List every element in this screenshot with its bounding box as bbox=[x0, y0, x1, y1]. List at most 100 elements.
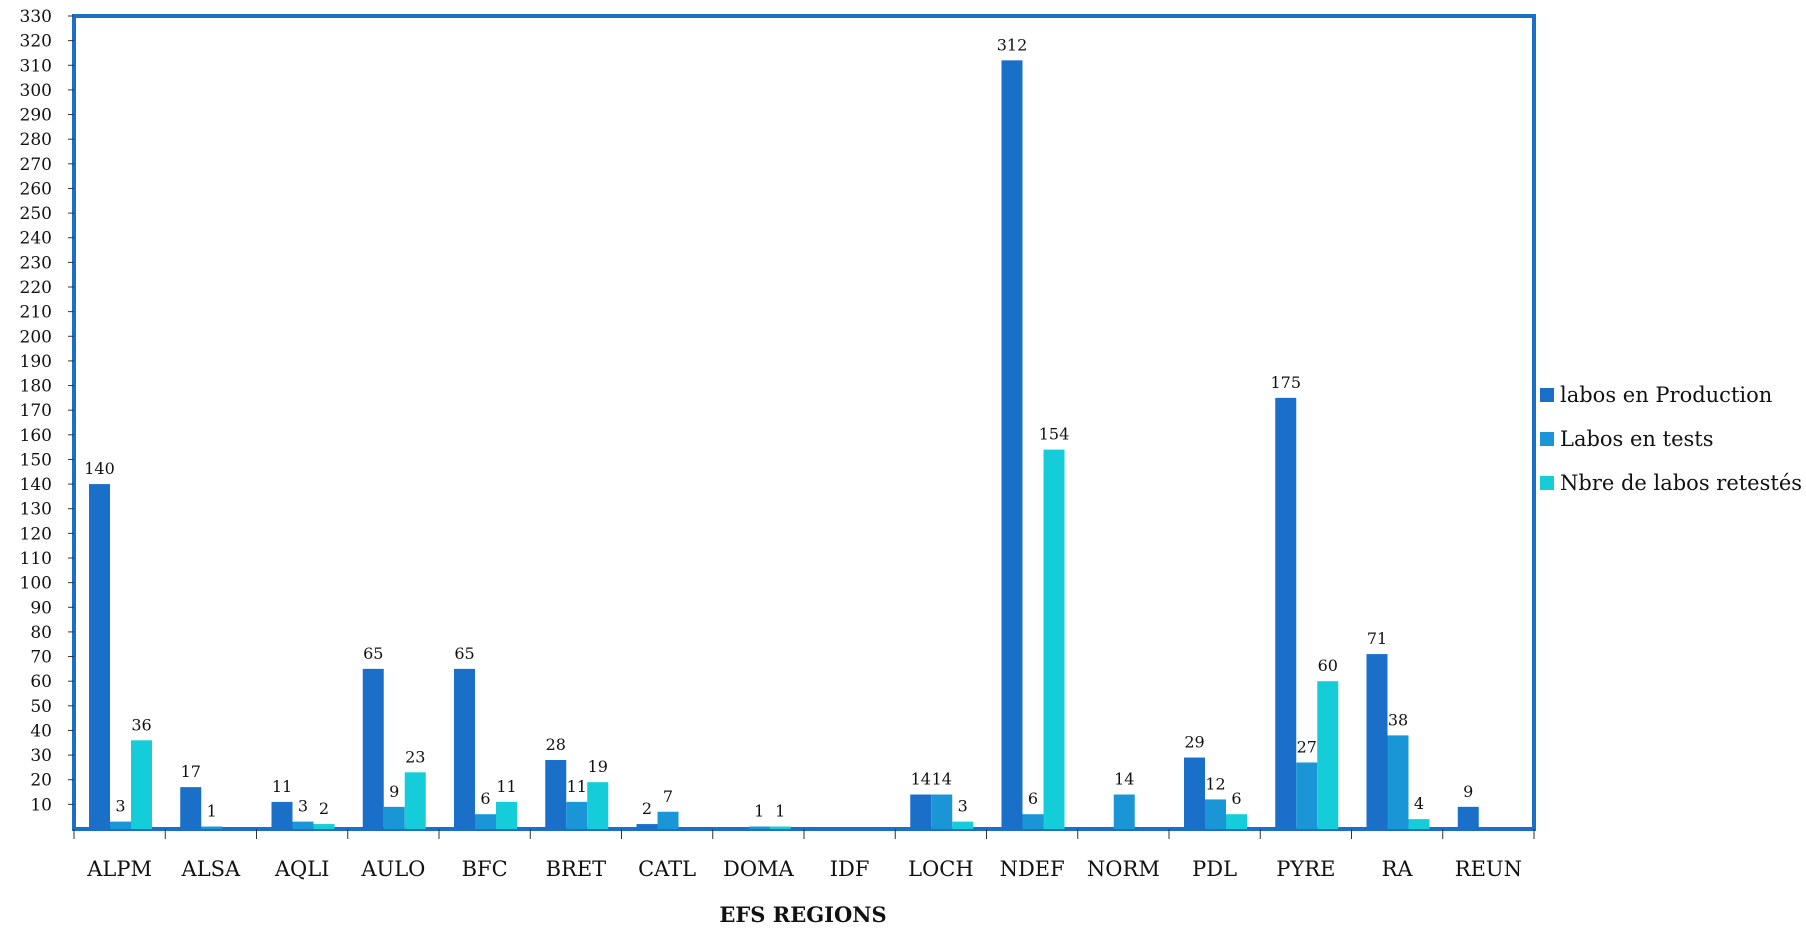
bar-pyre-series-2 bbox=[1296, 762, 1318, 829]
bar-bfc-series-3 bbox=[496, 801, 517, 829]
legend-swatch bbox=[1540, 476, 1554, 490]
bar-aqli-series-1 bbox=[271, 801, 293, 829]
bar-doma-series-3 bbox=[769, 826, 791, 829]
bar-ra-series-2 bbox=[1387, 735, 1409, 829]
bar-reun-series-1 bbox=[1457, 806, 1479, 829]
data-label: 7 bbox=[663, 787, 673, 806]
data-label: 65 bbox=[454, 644, 474, 663]
y-tick-label: 110 bbox=[20, 549, 52, 569]
bar-bret-series-2 bbox=[566, 801, 588, 829]
plot-frame bbox=[72, 14, 1536, 831]
y-tick-label: 330 bbox=[20, 7, 52, 27]
bar-alpm-series-1 bbox=[89, 484, 110, 829]
bar-bfc-series-1 bbox=[454, 668, 475, 829]
data-label: 29 bbox=[1184, 733, 1204, 752]
y-tick-label: 180 bbox=[20, 377, 52, 397]
y-tick-label: 300 bbox=[20, 81, 52, 101]
data-label: 6 bbox=[1231, 789, 1241, 808]
bar-loch-series-2 bbox=[931, 794, 953, 829]
data-label: 71 bbox=[1367, 629, 1387, 648]
data-label: 2 bbox=[642, 799, 652, 818]
data-label: 11 bbox=[496, 777, 516, 796]
bar-aulo-series-3 bbox=[404, 772, 426, 829]
x-category-label: PYRE bbox=[1276, 857, 1335, 881]
bar-loch-series-3 bbox=[952, 821, 974, 829]
y-tick-label: 200 bbox=[20, 327, 52, 347]
data-label: 14 bbox=[932, 770, 952, 789]
data-label: 1 bbox=[775, 802, 785, 821]
data-label: 1 bbox=[207, 802, 217, 821]
y-tick-label: 220 bbox=[20, 278, 52, 298]
y-tick-label: 80 bbox=[30, 623, 52, 643]
data-label: 3 bbox=[298, 797, 308, 816]
x-category-label: NORM bbox=[1087, 857, 1160, 881]
x-category-label: NDEF bbox=[1000, 857, 1065, 881]
x-category-label: DOMA bbox=[723, 857, 795, 881]
y-tick-label: 70 bbox=[30, 648, 52, 668]
x-category-label: IDF bbox=[830, 857, 870, 881]
y-tick-label: 210 bbox=[20, 303, 52, 323]
data-label: 2 bbox=[319, 799, 329, 818]
x-category-label: CATL bbox=[638, 857, 696, 881]
y-tick-label: 190 bbox=[20, 352, 52, 372]
y-tick-label: 60 bbox=[30, 672, 52, 692]
x-category-label: AQLI bbox=[274, 857, 330, 881]
bar-pdl-series-3 bbox=[1226, 814, 1247, 829]
data-label: 9 bbox=[1463, 782, 1473, 801]
y-tick-label: 140 bbox=[20, 475, 52, 495]
bar-alpm-series-3 bbox=[131, 740, 152, 829]
y-tick-label: 280 bbox=[20, 130, 52, 150]
y-tick-label: 130 bbox=[20, 500, 52, 520]
data-label: 12 bbox=[1205, 774, 1225, 793]
x-category-label: REUN bbox=[1455, 857, 1522, 881]
bar-alsa-series-2 bbox=[201, 826, 223, 829]
y-tick-label: 230 bbox=[20, 253, 52, 273]
data-label: 3 bbox=[115, 797, 125, 816]
data-label: 14 bbox=[1114, 770, 1134, 789]
bar-pyre-series-3 bbox=[1317, 681, 1339, 829]
data-label: 23 bbox=[405, 747, 425, 766]
legend-swatch bbox=[1540, 432, 1554, 446]
data-label: 9 bbox=[389, 782, 399, 801]
x-category-label: BRET bbox=[546, 857, 607, 881]
bar-ra-series-3 bbox=[1408, 819, 1430, 829]
data-label: 6 bbox=[1028, 789, 1038, 808]
legend-entry: Nbre de labos retestés bbox=[1560, 471, 1802, 495]
bar-alsa-series-1 bbox=[180, 787, 202, 829]
y-tick-label: 170 bbox=[20, 401, 52, 421]
data-label: 6 bbox=[480, 789, 490, 808]
data-label: 17 bbox=[181, 762, 201, 781]
data-label: 175 bbox=[1270, 373, 1301, 392]
bar-loch-series-1 bbox=[910, 794, 932, 829]
data-label: 1 bbox=[754, 802, 764, 821]
data-label: 312 bbox=[997, 35, 1028, 54]
legend-entry: Labos en tests bbox=[1560, 427, 1714, 451]
data-label: 19 bbox=[588, 757, 608, 776]
legend-swatch bbox=[1540, 388, 1554, 402]
bar-bret-series-3 bbox=[587, 782, 609, 829]
bar-pyre-series-1 bbox=[1275, 397, 1297, 829]
y-tick-label: 120 bbox=[20, 524, 52, 544]
data-label: 3 bbox=[958, 797, 968, 816]
x-category-label: RA bbox=[1382, 857, 1414, 881]
y-tick-label: 310 bbox=[20, 56, 52, 76]
data-label: 65 bbox=[363, 644, 383, 663]
y-tick-label: 20 bbox=[30, 771, 52, 791]
data-label: 4 bbox=[1414, 794, 1424, 813]
bar-ndef-series-3 bbox=[1043, 449, 1065, 829]
y-tick-label: 150 bbox=[20, 450, 52, 470]
y-tick-label: 10 bbox=[30, 795, 52, 815]
data-label: 60 bbox=[1318, 656, 1338, 675]
bar-ra-series-1 bbox=[1366, 654, 1388, 829]
y-tick-label: 290 bbox=[20, 106, 52, 126]
x-axis-title: EFS REGIONS bbox=[719, 902, 886, 925]
data-label: 11 bbox=[272, 777, 292, 796]
y-tick-label: 100 bbox=[20, 574, 52, 594]
data-label: 38 bbox=[1388, 710, 1408, 729]
x-category-label: BFC bbox=[462, 857, 508, 881]
bar-alpm-series-2 bbox=[110, 821, 131, 829]
y-tick-label: 50 bbox=[30, 697, 52, 717]
y-tick-label: 160 bbox=[20, 426, 52, 446]
